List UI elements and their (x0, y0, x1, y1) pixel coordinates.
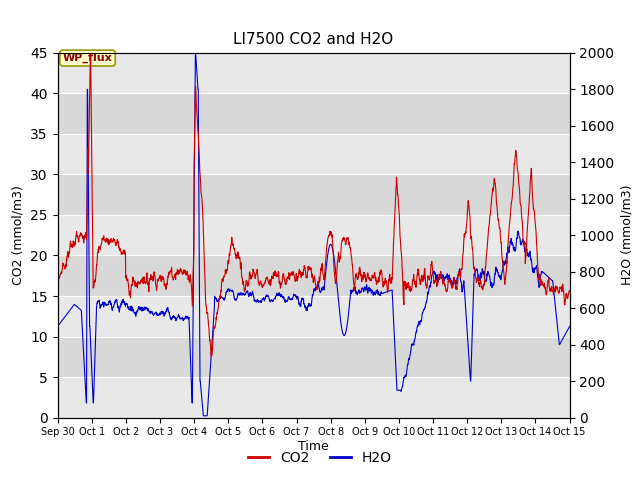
Title: LI7500 CO2 and H2O: LI7500 CO2 and H2O (234, 33, 394, 48)
Bar (58, 174, 570, 215)
Bar (58, 134, 570, 174)
Bar (58, 215, 570, 255)
Bar (58, 377, 570, 418)
Text: WP_flux: WP_flux (63, 53, 113, 63)
Y-axis label: H2O (mmol/m3): H2O (mmol/m3) (620, 185, 633, 286)
Bar (58, 296, 570, 336)
X-axis label: Time: Time (298, 440, 329, 453)
Bar (58, 255, 570, 296)
Legend: CO2, H2O: CO2, H2O (243, 445, 397, 471)
Y-axis label: CO2 (mmol/m3): CO2 (mmol/m3) (12, 185, 25, 285)
Bar (58, 93, 570, 134)
Bar (58, 336, 570, 377)
Bar (58, 53, 570, 93)
